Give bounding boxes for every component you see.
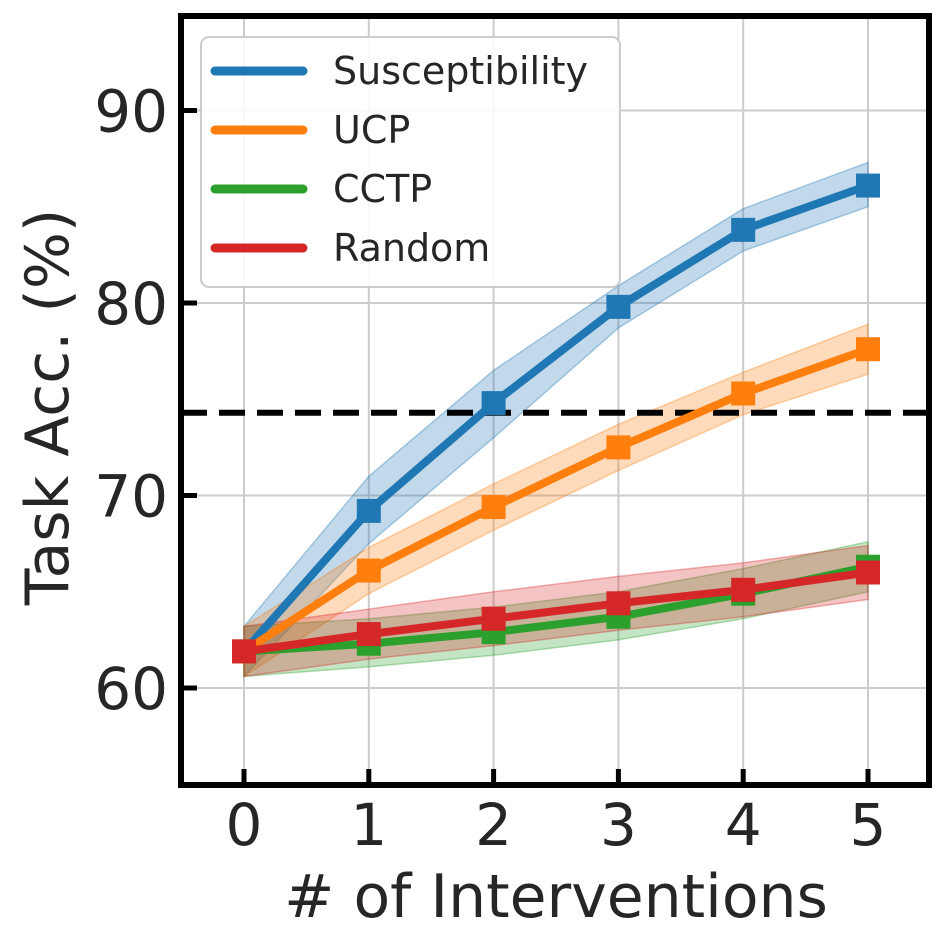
marker-ucp: [356, 558, 381, 583]
x-tick-label: 5: [850, 791, 887, 859]
axis-ticks: 0 1 2 3 4 5 60 70 80 90: [94, 78, 886, 860]
marker-random: [481, 606, 506, 631]
band-ucp: [243, 323, 869, 678]
marker-susceptibility: [606, 294, 631, 319]
marker-ucp: [481, 495, 506, 520]
plot-border: [178, 13, 932, 788]
x-tick-label: 4: [725, 791, 762, 859]
series-markers: [232, 173, 880, 664]
legend-label-random: Random: [333, 226, 490, 270]
marker-susceptibility: [356, 498, 381, 523]
y-tick-label: 90: [94, 78, 168, 146]
legend-label-susceptibility: Susceptibility: [333, 49, 588, 93]
y-tick-label: 70: [94, 463, 168, 531]
x-tick-label: 2: [475, 791, 512, 859]
series-lines: [240, 181, 872, 656]
marker-susceptibility: [856, 173, 880, 198]
y-tick-label: 60: [94, 655, 168, 723]
marker-ucp: [856, 337, 880, 362]
marker-random: [731, 577, 756, 602]
marker-random: [606, 591, 631, 616]
plot-frame: [178, 13, 932, 788]
legend-label-cctp: CCTP: [333, 167, 432, 211]
marker-ucp: [606, 435, 631, 460]
y-axis-label: Task Acc. (%): [13, 209, 83, 607]
line-susceptibility: [240, 181, 872, 656]
band-susceptibility: [243, 161, 869, 679]
marker-random: [232, 639, 256, 664]
marker-random: [856, 560, 880, 585]
marker-random: [356, 622, 381, 647]
legend-box: [200, 36, 621, 288]
legend: Susceptibility UCP CCTP Random: [200, 36, 621, 288]
marker-ucp: [731, 381, 756, 406]
marker-susceptibility: [481, 391, 506, 416]
line-random: [240, 568, 872, 656]
legend-label-ucp: UCP: [333, 108, 410, 152]
x-tick-label: 1: [350, 791, 387, 859]
x-tick-label: 3: [600, 791, 637, 859]
marker-susceptibility: [731, 217, 756, 242]
x-tick-label: 0: [226, 791, 263, 859]
x-axis-label: # of Interventions: [284, 862, 828, 932]
y-tick-label: 80: [94, 270, 168, 338]
line-ucp: [240, 345, 872, 656]
